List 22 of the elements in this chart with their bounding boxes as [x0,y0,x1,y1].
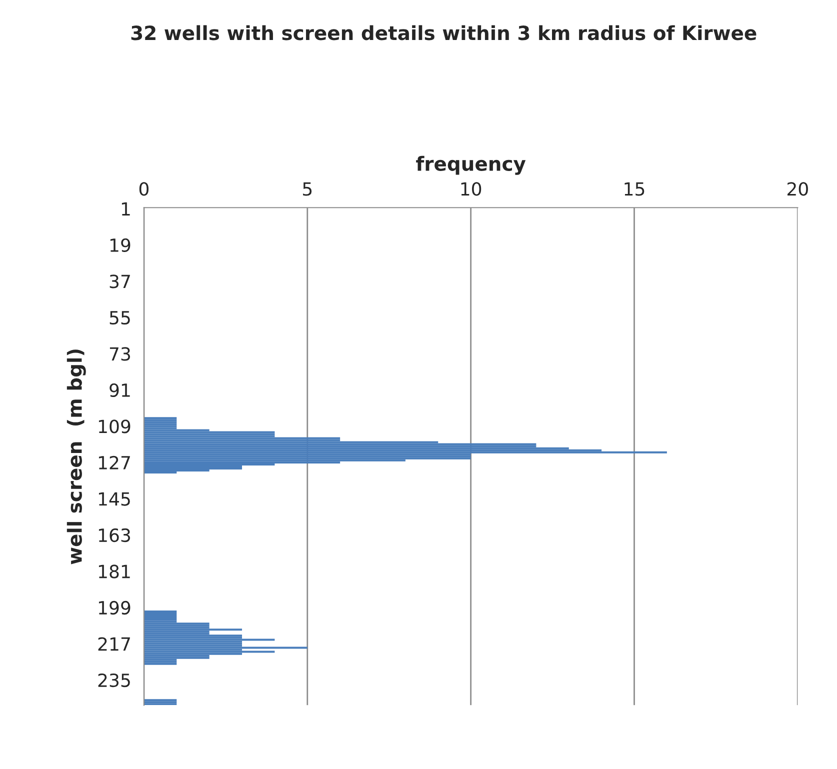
y-tick-label: 55 [110,311,130,325]
x-tick-label: 10 [461,182,482,196]
x-axis-title: frequency [416,156,526,175]
x-tick-label: 20 [787,182,808,196]
x-tick-label: 5 [303,182,312,196]
y-tick-label: 217 [98,637,130,651]
y-tick-label: 235 [98,673,130,688]
y-tick-label: 1 [122,202,130,216]
x-tick-label: 0 [139,182,149,196]
x-tick-label: 15 [624,182,644,196]
y-tick-label: 109 [98,420,130,434]
chart-title: 32 wells with screen details within 3 km radius of Kirwee [131,25,756,40]
y-tick-label: 127 [98,456,130,470]
y-tick-label: 199 [98,600,130,615]
y-tick-label: 145 [98,492,130,506]
y-tick-label: 163 [98,528,130,542]
y-axis-title: well screen (m bgl) [66,350,86,564]
y-tick-label: 37 [110,274,130,288]
y-tick-label: 181 [98,564,130,578]
y-tick-label: 91 [110,383,130,398]
y-tick-label: 19 [110,238,130,252]
y-tick-label: 73 [110,347,130,361]
